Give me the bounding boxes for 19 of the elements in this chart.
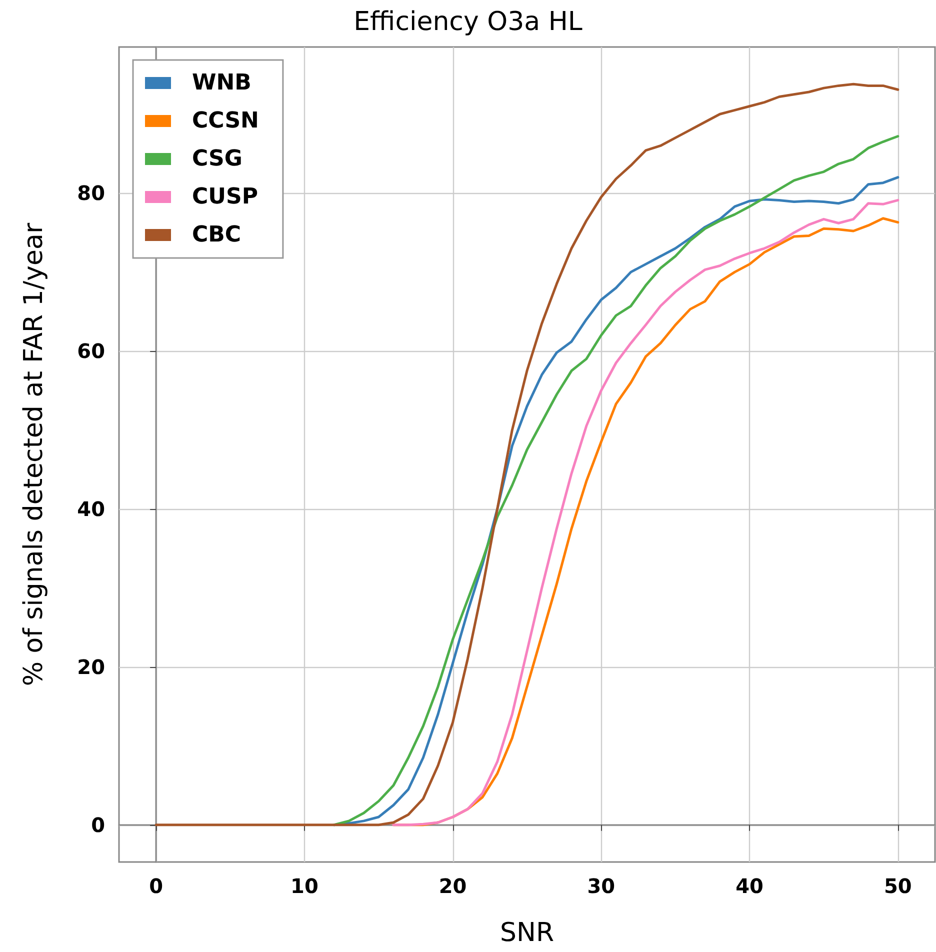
x-tick-label: 30 xyxy=(587,874,616,898)
y-tick-label: 80 xyxy=(77,181,105,206)
y-tick-label: 20 xyxy=(77,654,105,679)
legend-label: WNB xyxy=(192,70,252,96)
chart-title: Efficiency O3a HL xyxy=(354,7,583,37)
y-tick-label: 0 xyxy=(91,812,105,837)
y-tick-label: 40 xyxy=(77,496,105,521)
x-axis-title: SNR xyxy=(500,918,554,948)
legend-label: CSG xyxy=(192,146,242,172)
legend-label: CUSP xyxy=(192,184,258,210)
x-tick-label: 40 xyxy=(736,874,764,898)
x-tick-label: 10 xyxy=(290,874,318,898)
x-tick-label: 20 xyxy=(438,874,467,898)
legend-label: CBC xyxy=(192,222,242,248)
y-tick-label: 60 xyxy=(77,339,105,364)
legend-label: CCSN xyxy=(192,108,259,134)
y-axis-title: % of signals detected at FAR 1/year xyxy=(19,222,49,686)
x-tick-label: 50 xyxy=(884,874,912,898)
x-tick-label: 0 xyxy=(149,874,164,898)
